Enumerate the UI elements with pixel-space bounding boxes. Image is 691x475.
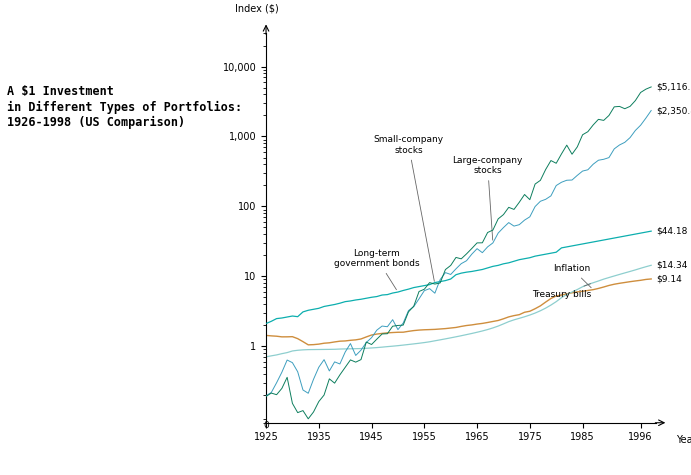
Text: $2,350.89: $2,350.89 — [656, 106, 691, 115]
Text: Long-term
government bonds: Long-term government bonds — [334, 249, 419, 290]
Text: Treasury bills: Treasury bills — [532, 284, 591, 299]
Text: Large-company
stocks: Large-company stocks — [453, 156, 523, 240]
Text: Small-company
stocks: Small-company stocks — [373, 135, 444, 281]
Text: $5,116.65: $5,116.65 — [656, 83, 691, 91]
Text: 0: 0 — [263, 421, 269, 430]
Text: $14.34: $14.34 — [656, 261, 688, 270]
Text: Inflation: Inflation — [553, 264, 591, 288]
Text: A $1 Investment 
in Different Types of Portfolios:
1926-1998 (US Comparison): A $1 Investment in Different Types of Po… — [7, 86, 242, 129]
Text: $9.14: $9.14 — [656, 275, 682, 284]
Text: Year-end: Year-end — [676, 435, 691, 445]
Text: $44.18: $44.18 — [656, 227, 688, 236]
Text: Index ($): Index ($) — [235, 4, 278, 14]
